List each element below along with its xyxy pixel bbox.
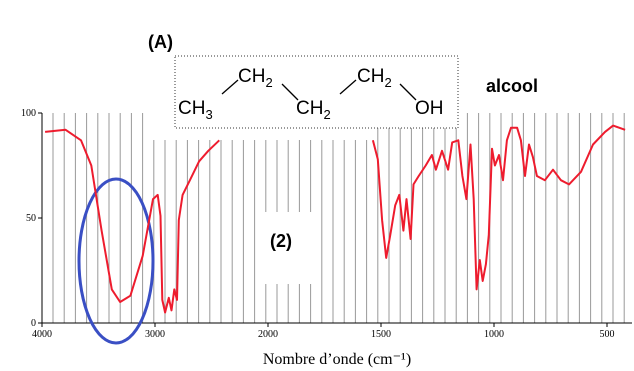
formula-subscript: 3 (205, 107, 212, 122)
formula-group: OH (415, 98, 444, 119)
formula-group: CH2 (296, 98, 331, 122)
x-tick-label: 3000 (145, 329, 165, 340)
x-tick-label: 1500 (371, 329, 391, 340)
formula-atoms: OH (415, 98, 444, 119)
formula-group: CH2 (357, 66, 392, 90)
formula-group: CH3 (178, 98, 213, 122)
y-tick-label: 0 (31, 318, 36, 329)
y-tick-label: 100 (21, 108, 36, 119)
formula-group: CH2 (238, 66, 273, 90)
formula-subscript: 2 (265, 75, 272, 90)
formula-atoms: CH (238, 66, 265, 87)
formula-atoms: CH (296, 98, 323, 119)
formula-box (174, 55, 459, 129)
y-tick-label: 50 (26, 213, 36, 224)
formula-subscript: 2 (323, 107, 330, 122)
formula-atoms: CH (357, 66, 384, 87)
class-label: alcool (486, 76, 538, 96)
compound-label: (A) (148, 32, 173, 52)
formula-atoms: CH (178, 98, 205, 119)
spectrum-line (44, 124, 626, 314)
band-label: (2) (270, 231, 292, 251)
x-tick-label: 2000 (258, 329, 278, 340)
x-tick-label: 4000 (32, 329, 52, 340)
label-mask (258, 212, 320, 284)
formula-subscript: 2 (384, 75, 391, 90)
background-grid (52, 113, 625, 323)
x-tick-label: 500 (600, 329, 615, 340)
x-axis-label: Nombre d’onde (cm⁻¹) (263, 351, 411, 368)
highlight-ellipse (77, 177, 155, 345)
formula-bonds (221, 79, 417, 101)
x-tick-label: 1000 (484, 329, 504, 340)
